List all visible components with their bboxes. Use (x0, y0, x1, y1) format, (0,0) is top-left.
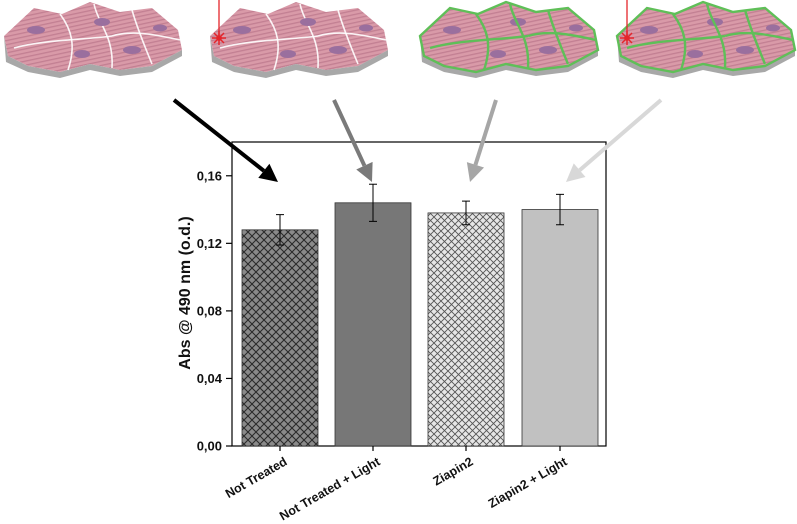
x-category-label: Ziapin2 (431, 454, 476, 488)
y-tick-label: 0,04 (197, 371, 223, 386)
cells-illustration-ziapin2-light (615, 0, 797, 79)
y-tick-label: 0,12 (197, 236, 222, 251)
cells-illustration-not-treated-light (209, 0, 389, 79)
error-bar (556, 193, 564, 226)
laser-icon (211, 0, 227, 46)
x-category-label: Ziapin2 + Light (486, 454, 570, 511)
arrow (172, 98, 278, 182)
y-tick-label: 0,00 (197, 439, 222, 454)
cells-illustration-ziapin2 (418, 0, 600, 79)
arrow (466, 99, 498, 182)
bar (521, 209, 599, 447)
error-bar (276, 214, 284, 246)
y-tick-label: 0,08 (197, 303, 222, 318)
cells-illustration-not-treated (3, 1, 183, 79)
y-axis-ticks: 0,00 0,04 0,08 0,12 0,16 (197, 168, 232, 454)
x-category-label: Not Treated + Light (277, 454, 383, 523)
y-tick-label: 0,16 (197, 168, 222, 183)
plot-frame (231, 141, 607, 447)
error-bar (462, 200, 470, 226)
arrow (566, 98, 663, 182)
arrow (332, 99, 373, 182)
arrows (172, 98, 663, 182)
bar (334, 202, 412, 447)
bars (241, 202, 599, 447)
error-bar (369, 183, 377, 222)
bar (427, 212, 505, 447)
error-bars (276, 183, 564, 246)
bar (241, 229, 319, 447)
y-axis-title: Abs @ 490 nm (o.d.) (177, 216, 194, 369)
x-category-label: Not Treated (223, 454, 290, 501)
